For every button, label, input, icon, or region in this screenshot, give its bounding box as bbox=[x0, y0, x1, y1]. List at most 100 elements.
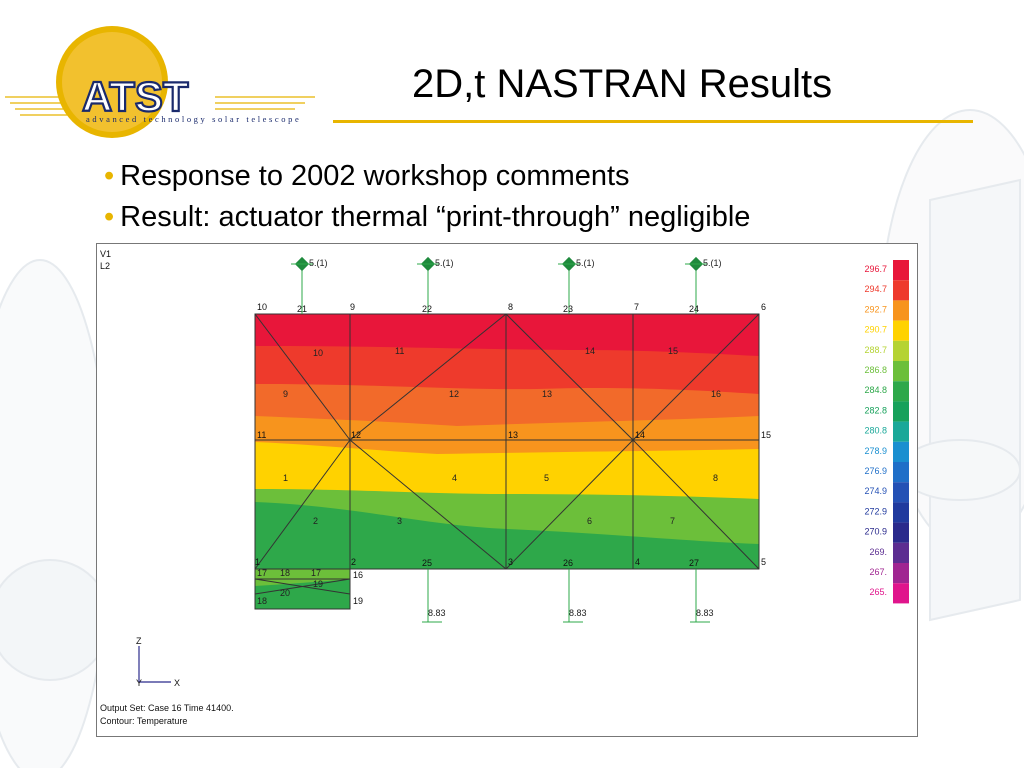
element-label: 2 bbox=[313, 516, 318, 526]
bullet-text: Response to 2002 workshop comments bbox=[120, 160, 630, 192]
node-label: 25 bbox=[422, 558, 432, 568]
logo-wordmark: ATST bbox=[82, 73, 189, 120]
node-label: 15 bbox=[761, 430, 771, 440]
node-label: 11 bbox=[257, 430, 266, 440]
legend-swatch bbox=[893, 441, 909, 462]
load-arrow: 8.83 bbox=[690, 569, 714, 623]
legend-swatch bbox=[893, 320, 909, 341]
legend-value: 267. bbox=[869, 567, 887, 577]
node-label: 8 bbox=[508, 302, 513, 312]
slide-title: 2D,t NASTRAN Results bbox=[412, 62, 833, 106]
legend-swatch bbox=[893, 522, 909, 543]
title-underline bbox=[333, 120, 973, 123]
legend-value: 294.7 bbox=[864, 284, 887, 294]
node-label: 10 bbox=[257, 302, 267, 312]
element-label: 15 bbox=[668, 346, 678, 356]
constraint-label: 5.(1) bbox=[703, 258, 722, 268]
node-label: 23 bbox=[563, 304, 573, 314]
element-labels: 10 11 14 15 9 12 13 16 1 4 5 8 2 3 6 7 1… bbox=[257, 346, 721, 606]
legend-value: 276.9 bbox=[864, 466, 887, 476]
bullet-item: • Response to 2002 workshop comments bbox=[104, 156, 750, 197]
contour-bands bbox=[255, 314, 759, 569]
legend-swatch bbox=[893, 401, 909, 422]
node-label: 18 bbox=[280, 568, 290, 578]
legend-swatch bbox=[893, 583, 909, 604]
node-label: 1 bbox=[255, 557, 260, 567]
load-label: 8.83 bbox=[428, 608, 446, 618]
legend-swatch bbox=[893, 361, 909, 382]
load-label: 8.83 bbox=[696, 608, 714, 618]
bullet-dot-icon: • bbox=[104, 201, 115, 233]
element-label: 13 bbox=[542, 389, 552, 399]
nastran-figure-panel: 5.(1) 5.(1) 5.(1) 5.(1) 8.83 bbox=[96, 243, 918, 737]
output-set-text: Output Set: Case 16 Time 41400. bbox=[100, 703, 234, 713]
element-label: 18 bbox=[257, 596, 267, 606]
node-label: 7 bbox=[634, 302, 639, 312]
element-label: 8 bbox=[713, 473, 718, 483]
temperature-contour-plot: 5.(1) 5.(1) 5.(1) 5.(1) 8.83 bbox=[100, 249, 909, 726]
node-label: 19 bbox=[353, 596, 363, 606]
legend-value: 274.9 bbox=[864, 486, 887, 496]
element-label: 9 bbox=[283, 389, 288, 399]
element-label: 1 bbox=[283, 473, 288, 483]
axis-y-label: Y bbox=[136, 678, 142, 688]
node-label: 9 bbox=[350, 302, 355, 312]
element-label: 11 bbox=[395, 346, 404, 356]
legend-value: 278.9 bbox=[864, 446, 887, 456]
legend-value: 288.7 bbox=[864, 345, 887, 355]
temperature-legend: 296.7 294.7 292.7 290.7 288.7 286.8 284.8 282.8… bbox=[864, 260, 909, 604]
node-label: 13 bbox=[508, 430, 518, 440]
load-label: 8.83 bbox=[569, 608, 587, 618]
element-label: 17 bbox=[311, 568, 321, 578]
legend-value: 272.9 bbox=[864, 506, 887, 516]
legend-value: 282.8 bbox=[864, 405, 887, 415]
legend-value: 280.8 bbox=[864, 426, 887, 436]
view-label: V1 bbox=[100, 249, 111, 259]
load-arrow: 8.83 bbox=[563, 569, 587, 623]
legend-value: 286.8 bbox=[864, 365, 887, 375]
legend-value: 265. bbox=[869, 587, 887, 597]
node-label: 3 bbox=[508, 557, 513, 567]
node-labels: 10 21 9 22 8 23 7 24 6 11 12 13 14 15 1 … bbox=[255, 302, 771, 606]
legend-swatch bbox=[893, 563, 909, 584]
legend-value: 292.7 bbox=[864, 304, 887, 314]
legend-value: 269. bbox=[869, 547, 887, 557]
element-label: 12 bbox=[449, 389, 459, 399]
atst-logo: ATST advanced technology solar telescope bbox=[0, 20, 330, 140]
mesh-lines bbox=[254, 313, 760, 610]
node-label: 24 bbox=[689, 304, 699, 314]
bullet-item: • Result: actuator thermal “print-through… bbox=[104, 197, 750, 238]
bullet-dot-icon: • bbox=[104, 160, 115, 192]
element-label: 7 bbox=[670, 516, 675, 526]
load-arrow: 8.83 bbox=[422, 569, 446, 623]
element-label: 4 bbox=[452, 473, 457, 483]
constraint-marker: 5.(1) bbox=[291, 256, 328, 314]
legend-value: 270.9 bbox=[864, 527, 887, 537]
node-label: 27 bbox=[689, 558, 699, 568]
axis-triad: Z X Y bbox=[136, 636, 180, 688]
load-arrows: 8.83 8.83 8.83 bbox=[422, 569, 714, 623]
node-label: 6 bbox=[761, 302, 766, 312]
layer-label: L2 bbox=[100, 261, 110, 271]
node-label: 12 bbox=[351, 430, 361, 440]
constraint-label: 5.(1) bbox=[309, 258, 328, 268]
constraint-marker: 5.(1) bbox=[558, 256, 595, 314]
node-label: 21 bbox=[297, 304, 307, 314]
element-label: 3 bbox=[397, 516, 402, 526]
node-label: 5 bbox=[761, 557, 766, 567]
axis-x-label: X bbox=[174, 678, 180, 688]
legend-swatch bbox=[893, 280, 909, 301]
element-label: 14 bbox=[585, 346, 595, 356]
bullet-text: Result: actuator thermal “print-through”… bbox=[120, 201, 751, 233]
node-label: 17 bbox=[257, 568, 267, 578]
node-label: 20 bbox=[280, 588, 290, 598]
node-label: 22 bbox=[422, 304, 432, 314]
element-label: 10 bbox=[313, 348, 323, 358]
legend-swatch bbox=[893, 462, 909, 483]
axis-z-label: Z bbox=[136, 636, 142, 646]
logo-tagline: advanced technology solar telescope bbox=[86, 114, 301, 124]
legend-swatch bbox=[893, 381, 909, 402]
node-label: 2 bbox=[351, 557, 356, 567]
legend-swatch bbox=[893, 300, 909, 321]
legend-swatch bbox=[893, 421, 909, 442]
